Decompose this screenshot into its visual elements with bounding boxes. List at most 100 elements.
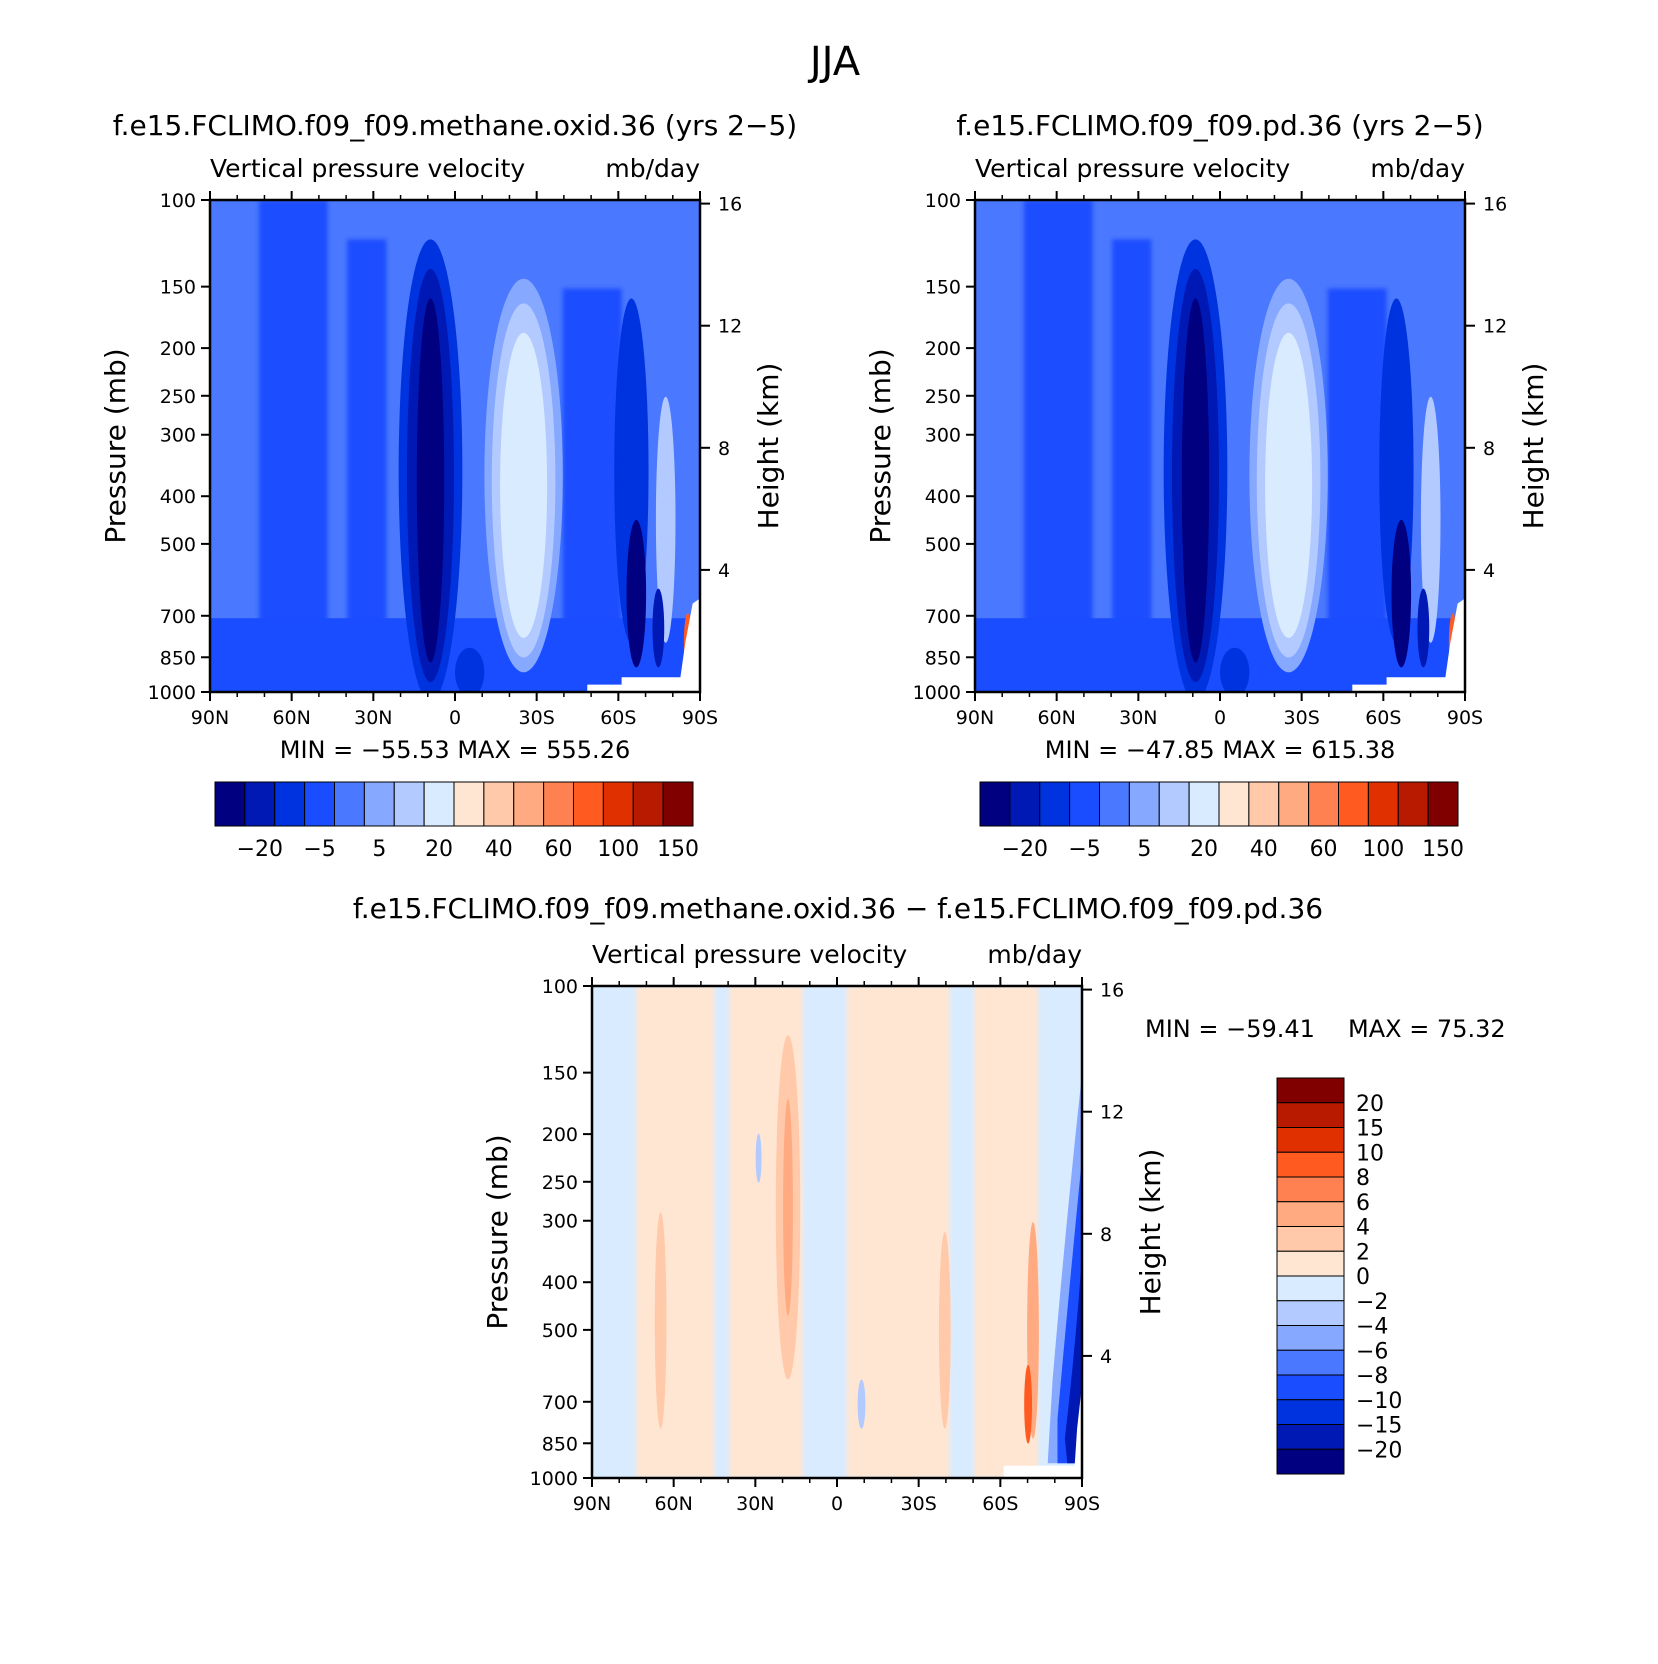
- colorbar-box: [1009, 781, 1041, 827]
- colorbar: −20 −5 5 20 40 60 100 150: [214, 781, 699, 862]
- y-tick-label: 300: [542, 1211, 578, 1233]
- y-tick-label: 300: [160, 425, 196, 447]
- colorbar-label: 8: [1356, 1166, 1370, 1191]
- colorbar-label: −5: [1068, 837, 1100, 862]
- panel-subtitle-left: Vertical pressure velocity: [975, 154, 1290, 183]
- colorbar-box: [573, 781, 604, 827]
- colorbar-box: [543, 781, 574, 827]
- x-tick-label: 0: [831, 1493, 843, 1515]
- colorbar-label: 0: [1356, 1265, 1370, 1290]
- field-band-nh-mid: [259, 200, 328, 692]
- x-tick-label: 60S: [1365, 707, 1401, 729]
- x-tick-label: 0: [1214, 707, 1226, 729]
- field-descent-core: [500, 332, 548, 638]
- height-tick-label: 8: [1483, 438, 1495, 460]
- colorbar-label: 10: [1356, 1141, 1384, 1166]
- colorbar-box: [483, 781, 515, 827]
- colorbar-box: [1276, 1226, 1345, 1252]
- colorbar-box: [1276, 1275, 1345, 1302]
- field-positive-sh: [938, 1232, 951, 1429]
- colorbar-box: [1276, 1102, 1345, 1128]
- height-tick-label: 8: [718, 438, 730, 460]
- y-tick-label: 100: [160, 190, 196, 212]
- colorbar-box: [334, 781, 365, 827]
- x-tick-label: 30N: [354, 707, 392, 729]
- y-tick-label: 700: [925, 606, 961, 628]
- min-label: MIN = −59.41: [1145, 1015, 1315, 1043]
- topography-mask: [1352, 598, 1465, 692]
- x-tick-label: 90N: [573, 1493, 611, 1515]
- x-tick-label: 90N: [956, 707, 994, 729]
- colorbar-label: −4: [1356, 1315, 1388, 1340]
- y-tick-label: 1000: [913, 682, 961, 704]
- colorbar-box: [602, 781, 634, 827]
- y-tick-label: 1000: [148, 682, 196, 704]
- height-tick-label: 16: [1100, 980, 1124, 1002]
- colorbar-box: [1276, 1424, 1345, 1450]
- y-tick-label: 200: [160, 338, 196, 360]
- x-tick-label: 60N: [272, 707, 310, 729]
- x-tick-label: 60N: [654, 1493, 692, 1515]
- colorbar-box: [632, 781, 664, 827]
- colorbar-label: −6: [1356, 1339, 1388, 1364]
- colorbar-label: −20: [1002, 837, 1048, 862]
- y-tick-label: 1000: [530, 1468, 578, 1490]
- colorbar-box: [1158, 781, 1190, 827]
- colorbar-box: [453, 781, 485, 827]
- field-positive-band: [846, 986, 906, 1478]
- colorbar-label: −15: [1356, 1414, 1402, 1439]
- colorbar: −20 −5 5 20 40 60 100 150: [979, 781, 1464, 862]
- colorbar-box: [1276, 1201, 1345, 1227]
- topography-mask: [587, 598, 700, 692]
- y-axis-label-right: Height (km): [1517, 363, 1550, 530]
- colorbar-label: 20: [1356, 1092, 1384, 1117]
- colorbar-box: [979, 781, 1011, 827]
- colorbar-box: [1039, 781, 1071, 827]
- colorbar-label: 4: [1356, 1216, 1370, 1241]
- colorbar-label: 40: [485, 837, 513, 862]
- y-tick-label: 500: [160, 534, 196, 556]
- colorbar-box: [274, 781, 306, 827]
- height-tick-label: 12: [1483, 316, 1507, 338]
- field-positive-inner: [783, 1099, 793, 1316]
- colorbar-label: 100: [1362, 837, 1404, 862]
- colorbar-label: 150: [1422, 837, 1464, 862]
- colorbar-label: 20: [425, 837, 453, 862]
- field-band-surface: [210, 618, 700, 692]
- height-tick-label: 16: [1483, 194, 1507, 216]
- y-tick-label: 100: [542, 976, 578, 998]
- colorbar-box: [1397, 781, 1429, 827]
- height-tick-label: 4: [1100, 1346, 1112, 1368]
- field-itcz-low: [1220, 647, 1250, 692]
- field-descent-core: [1265, 332, 1313, 638]
- y-tick-label: 150: [925, 277, 961, 299]
- field-positive-polar-core: [1024, 1364, 1033, 1444]
- panel-title: f.e15.FCLIMO.f09_f09.methane.oxid.36 (yr…: [113, 109, 797, 142]
- height-tick-label: 16: [718, 194, 742, 216]
- colorbar-box: [1427, 781, 1459, 827]
- height-tick-label: 12: [1100, 1102, 1124, 1124]
- field-negative-small: [857, 1379, 866, 1429]
- colorbar-box: [1276, 1151, 1345, 1178]
- y-tick-label: 700: [160, 606, 196, 628]
- page-title: JJA: [807, 39, 861, 85]
- y-tick-label: 150: [542, 1063, 578, 1085]
- field-band-nh-sub: [347, 239, 387, 692]
- x-tick-label: 60S: [600, 707, 636, 729]
- colorbar-label: 100: [597, 837, 639, 862]
- x-tick-label: 90S: [682, 707, 718, 729]
- colorbar-box: [1069, 781, 1100, 827]
- topography-mask: [1003, 1384, 1082, 1478]
- colorbar-box: [1128, 781, 1160, 827]
- y-axis-label-right: Height (km): [752, 363, 785, 530]
- contour-field: [975, 200, 1465, 692]
- colorbar-box: [1278, 781, 1310, 827]
- y-tick-label: 500: [542, 1320, 578, 1342]
- y-tick-label: 400: [925, 486, 961, 508]
- panel-methane: f.e15.FCLIMO.f09_f09.methane.oxid.36 (yr…: [99, 109, 797, 862]
- y-tick-label: 850: [542, 1433, 578, 1455]
- field-negative-small: [755, 1133, 762, 1183]
- x-tick-label: 30N: [736, 1493, 774, 1515]
- colorbar-box: [1276, 1250, 1345, 1277]
- panel-title: f.e15.FCLIMO.f09_f09.methane.oxid.36 − f…: [353, 892, 1323, 925]
